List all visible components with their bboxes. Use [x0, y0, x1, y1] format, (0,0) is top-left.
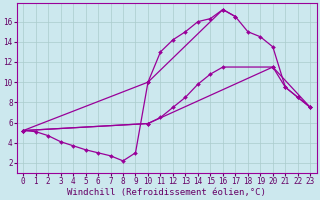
X-axis label: Windchill (Refroidissement éolien,°C): Windchill (Refroidissement éolien,°C)	[67, 188, 266, 197]
